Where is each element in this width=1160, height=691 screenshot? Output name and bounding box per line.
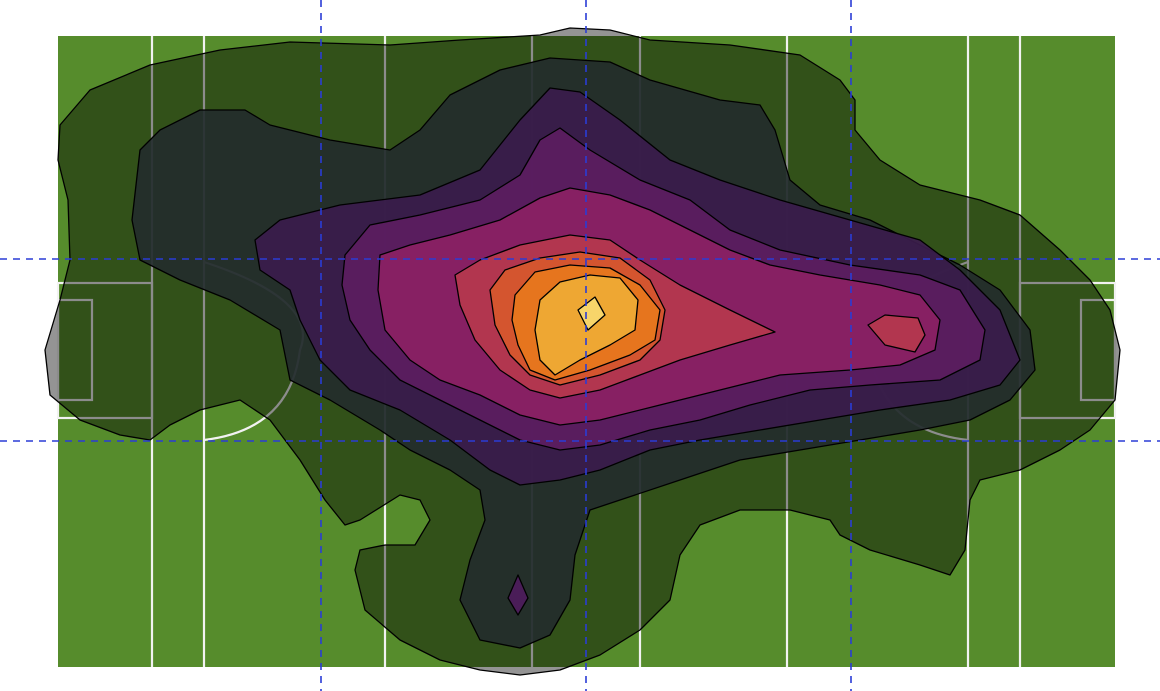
- contour-level: [577, 296, 606, 331]
- goal-area: [56, 298, 94, 402]
- goal-area: [1079, 298, 1117, 402]
- contour-level: [867, 314, 926, 353]
- contour-level: [507, 574, 529, 616]
